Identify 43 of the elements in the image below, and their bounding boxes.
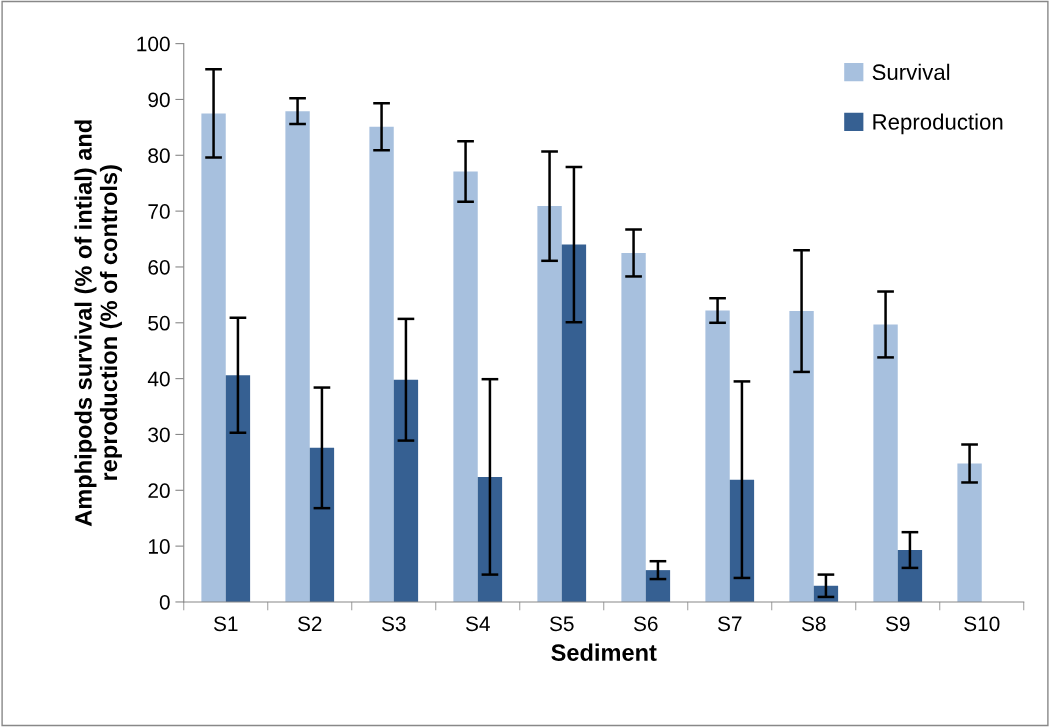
x-tick-label: S5 bbox=[549, 616, 574, 632]
y-tick-label: 50 bbox=[148, 315, 170, 331]
legend-label: Survival bbox=[872, 63, 950, 81]
bar bbox=[957, 463, 982, 602]
x-axis-title: Sediment bbox=[551, 643, 657, 661]
x-tick-label: S10 bbox=[964, 616, 1000, 632]
bar bbox=[897, 550, 923, 602]
x-tick-label: S7 bbox=[717, 616, 742, 632]
y-tick-label: 70 bbox=[148, 204, 170, 219]
bar bbox=[393, 379, 419, 602]
bar bbox=[561, 244, 587, 602]
bar bbox=[873, 324, 898, 602]
bar bbox=[225, 375, 251, 602]
bar bbox=[537, 206, 562, 602]
y-tick-label: 80 bbox=[148, 148, 170, 164]
bar bbox=[201, 113, 226, 602]
x-tick-label: S4 bbox=[465, 616, 490, 632]
y-tick-label: 30 bbox=[148, 427, 170, 443]
x-tick-label: S9 bbox=[885, 616, 910, 632]
bar bbox=[369, 126, 394, 602]
y-tick-label: 100 bbox=[137, 36, 170, 52]
bar bbox=[453, 171, 478, 602]
y-tick-label: 60 bbox=[148, 259, 170, 275]
y-tick-label: 40 bbox=[147, 371, 170, 387]
bar bbox=[309, 447, 335, 602]
y-tick-label: 20 bbox=[148, 483, 170, 499]
y-tick-label: 90 bbox=[148, 92, 170, 108]
bar bbox=[789, 311, 814, 602]
bar bbox=[285, 111, 310, 602]
x-tick-label: S2 bbox=[297, 616, 322, 632]
y-tick-label: 10 bbox=[148, 539, 170, 554]
bar bbox=[645, 570, 671, 602]
y-tick-label: 0 bbox=[159, 594, 170, 610]
x-tick-label: S3 bbox=[381, 616, 406, 632]
bar bbox=[705, 310, 730, 602]
bar bbox=[729, 479, 755, 602]
x-tick-label: S1 bbox=[213, 616, 238, 632]
bar bbox=[477, 476, 503, 602]
x-tick-label: S8 bbox=[801, 616, 826, 632]
x-tick-label: S6 bbox=[633, 616, 658, 632]
legend-label: Reproduction bbox=[873, 113, 1003, 135]
y-axis-title: Amphipods survival (% of intial) and reproduction (% of controls) bbox=[74, 120, 122, 527]
bar bbox=[621, 253, 646, 602]
